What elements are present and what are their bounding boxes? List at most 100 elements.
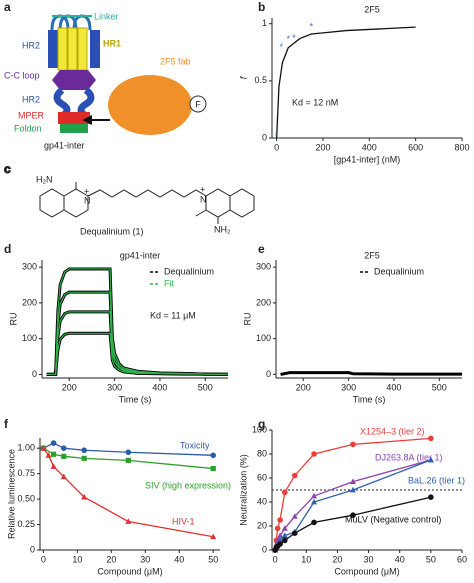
x-tick-label: 200: [296, 382, 311, 392]
label: HR1: [103, 38, 121, 48]
x-axis-title: [gp41-inter] (nM): [334, 154, 401, 164]
x-axis-title: Time (s): [353, 394, 386, 404]
label: Linker: [94, 11, 119, 21]
y-tick-label: 300: [22, 262, 37, 272]
series-label: Toxicity: [180, 440, 210, 450]
point: [274, 525, 281, 532]
annotation: Kd = 12 nM: [292, 97, 338, 107]
point: [349, 486, 356, 493]
point: [277, 537, 284, 543]
point: [350, 441, 356, 448]
label: HR2: [22, 94, 40, 104]
label: NH₂: [214, 224, 231, 234]
label: HR2: [22, 40, 40, 50]
panel-letter: c: [4, 162, 11, 176]
label: H₂N: [36, 174, 53, 184]
series-line: [280, 371, 462, 376]
bond: [195, 209, 219, 224]
point: [291, 530, 298, 536]
point: [350, 512, 356, 518]
series-line: [46, 268, 229, 376]
point: [125, 518, 132, 524]
point: [81, 493, 88, 500]
label: MPER: [18, 110, 45, 120]
mper: [58, 112, 90, 124]
point: [311, 492, 318, 499]
point: [61, 453, 67, 459]
point: [125, 449, 132, 456]
y-tick-label: 100: [256, 333, 271, 343]
legend-label: Dequalinium: [374, 266, 424, 276]
legend-label: Fit: [164, 278, 174, 288]
point: *: [280, 42, 284, 52]
point: [427, 456, 434, 463]
point: [349, 478, 356, 484]
point: [291, 513, 298, 519]
x-tick-label: 50: [426, 554, 436, 564]
x-tick-label: 400: [152, 382, 167, 392]
point: [281, 525, 288, 531]
label: C-C loop: [4, 70, 40, 80]
series-line: [274, 459, 432, 551]
point: [311, 451, 317, 457]
x-tick-label: 30: [140, 554, 150, 564]
panel-letter: d: [4, 242, 11, 256]
label: gp41-inter: [44, 140, 85, 150]
panel-letter: f: [4, 417, 9, 431]
series-line: [275, 26, 416, 139]
y-tick-label: 0.50: [17, 493, 35, 503]
x-tick-label: 10: [301, 554, 311, 564]
y-axis-title: Relative luminescence: [6, 449, 16, 539]
hr1-helix: [77, 27, 88, 71]
point: [125, 457, 131, 463]
x-tick-label: 200: [315, 142, 330, 152]
label: Foldon: [14, 123, 42, 133]
x-tick-label: 10: [72, 554, 82, 564]
series-label: HIV-1: [172, 516, 195, 526]
x-tick-label: 30: [364, 554, 374, 564]
x-tick-label: 20: [106, 554, 116, 564]
point: [60, 445, 67, 451]
x-tick-label: 200: [62, 382, 77, 392]
point: *: [286, 34, 290, 44]
point: [81, 447, 87, 454]
y-tick-label: 40: [257, 496, 267, 506]
x-tick-label: 400: [362, 142, 377, 152]
label: 2F5 fab: [160, 56, 191, 66]
x-tick-label: 40: [395, 554, 405, 564]
point: *: [275, 131, 279, 141]
x-tick-label: 600: [408, 142, 423, 152]
y-axis-title: RU: [8, 313, 18, 326]
ring: [39, 188, 65, 218]
point: [277, 541, 283, 547]
y-tick-label: 100: [252, 424, 267, 434]
ring: [229, 188, 255, 218]
y-tick-label: 1.00: [17, 443, 35, 453]
y-tick-label: 1: [262, 18, 267, 28]
point: [428, 435, 434, 442]
x-tick-label: 20: [332, 554, 342, 564]
x-tick-label: 800: [454, 142, 469, 152]
ring: [205, 188, 231, 218]
y-tick-label: 0: [262, 132, 267, 142]
point: [50, 451, 57, 457]
point: [60, 473, 67, 480]
y-tick-label: 300: [256, 262, 271, 272]
foldon: [60, 124, 88, 133]
chain: [75, 182, 207, 198]
arrowhead: [82, 115, 92, 125]
series-label: X1254–3 (tier 2): [360, 426, 425, 436]
point: [291, 472, 298, 479]
point: [281, 489, 288, 496]
x-axis-title: Compound (μM): [334, 566, 399, 576]
y-tick-label: 0: [262, 544, 267, 554]
label: +: [200, 184, 205, 194]
y-tick-label: 60: [257, 472, 267, 482]
y-tick-label: 0: [32, 369, 37, 379]
panel-letter: a: [4, 0, 11, 14]
point: [50, 463, 57, 469]
x-tick-label: 400: [386, 382, 401, 392]
series-line: [46, 331, 229, 376]
point: [50, 440, 57, 446]
x-tick-label: 300: [341, 382, 356, 392]
